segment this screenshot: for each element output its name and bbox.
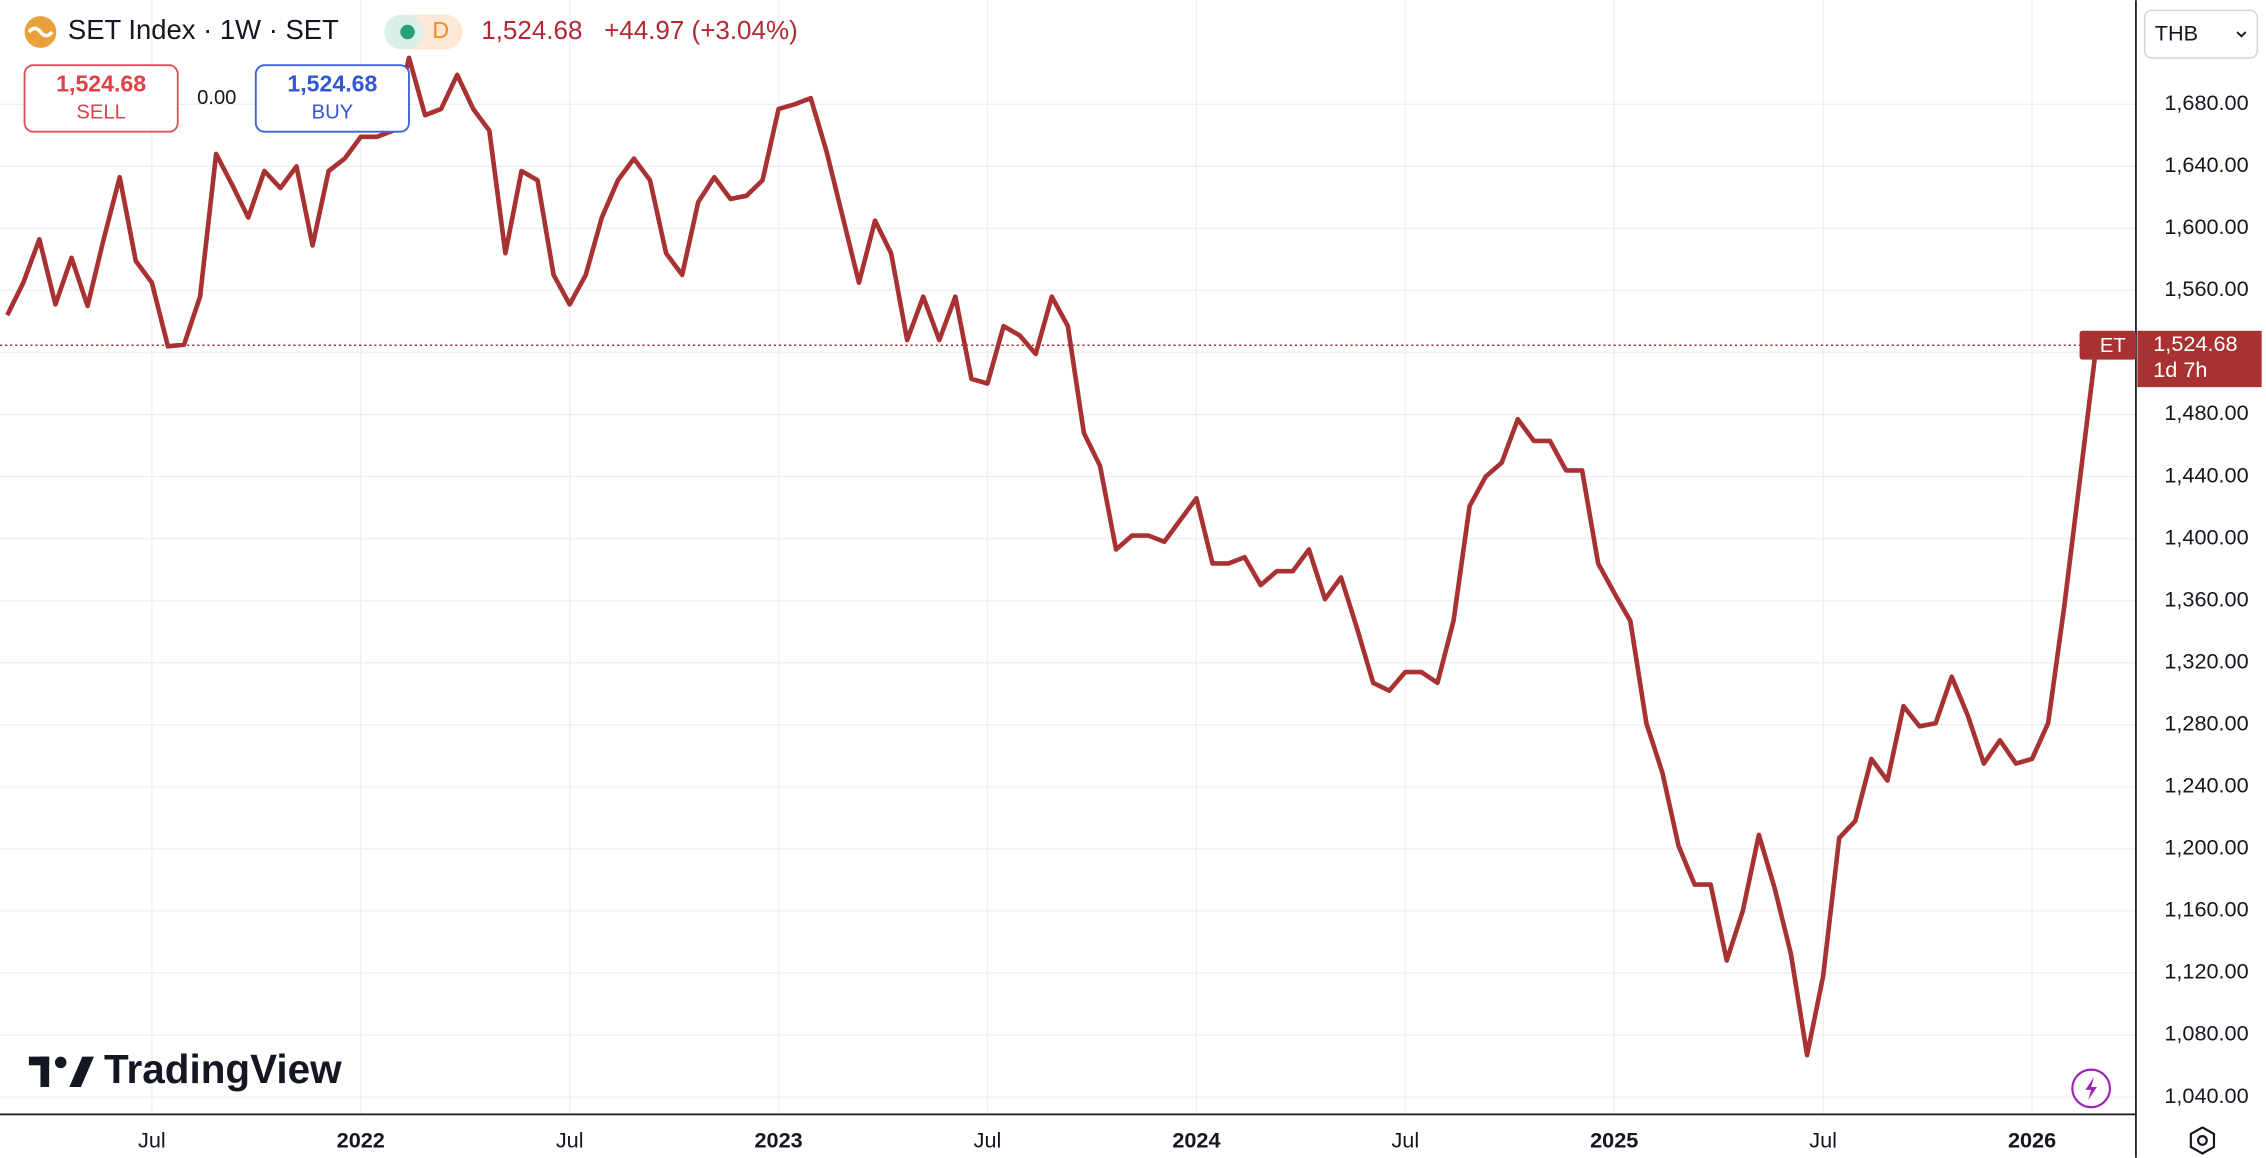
y-tick-label: 1,640.00 [2164, 152, 2248, 177]
header-change: +44.97 (+3.04%) [604, 15, 798, 45]
currency-select[interactable] [2143, 9, 2259, 59]
y-tick-label: 1,280.00 [2164, 710, 2248, 735]
y-tick-label: 1,040.00 [2164, 1083, 2248, 1108]
x-tick-label: 2026 [2008, 1128, 2056, 1153]
price-tag-price: 1,524.68 [2153, 331, 2237, 356]
logo-slash [69, 1056, 94, 1087]
x-tick-label: Jul [1809, 1128, 1837, 1153]
y-tick-label: 1,600.00 [2164, 214, 2248, 239]
x-tick-label: 2025 [1590, 1128, 1638, 1153]
price-line [5, 55, 2099, 1058]
y-tick-label: 1,320.00 [2164, 648, 2248, 673]
sell-label: SELL [76, 101, 125, 123]
logo-bar [28, 1056, 50, 1066]
x-tick-label: 2024 [1172, 1128, 1220, 1153]
x-tick-label: 2022 [337, 1128, 385, 1153]
buy-label: BUY [312, 101, 354, 123]
currency-label: THB [2155, 21, 2198, 46]
y-tick-label: 1,400.00 [2164, 524, 2248, 549]
brand-logo [28, 1056, 94, 1087]
x-tick-label: Jul [974, 1128, 1002, 1153]
alert-icon [2085, 1076, 2097, 1100]
logo-dot [54, 1056, 67, 1069]
price-tag-exchange-label: ET [2100, 335, 2126, 357]
x-tick-label: Jul [1391, 1128, 1419, 1153]
price-tag-countdown: 1d 7h [2153, 357, 2207, 382]
sell-button[interactable] [23, 64, 179, 133]
y-tick-label: 1,160.00 [2164, 897, 2248, 922]
buy-price: 1,524.68 [287, 71, 377, 97]
overlay: 1,040.00 1,080.00 1,120.00 1,160.00 1,200.00… [138, 90, 2262, 1153]
settings-icon[interactable] [2189, 1126, 2216, 1155]
y-tick-label: 1,680.00 [2164, 90, 2248, 115]
grid [0, 0, 2136, 1115]
settings-icon-center [2196, 1135, 2208, 1146]
market-status-dot [400, 24, 415, 40]
y-tick-label: 1,480.00 [2164, 400, 2248, 425]
x-tick-label: Jul [556, 1128, 584, 1153]
y-tick-label: 1,440.00 [2164, 462, 2248, 487]
sell-price: 1,524.68 [56, 71, 146, 97]
header-price: 1,524.68 [481, 15, 582, 45]
y-tick-label: 1,200.00 [2164, 835, 2248, 860]
y-tick-label: 1,080.00 [2164, 1021, 2248, 1046]
price-tag-exchange [2079, 330, 2136, 360]
x-tick-label: 2023 [754, 1128, 802, 1153]
buy-button[interactable] [254, 64, 410, 133]
logo-stem [40, 1056, 50, 1087]
y-tick-label: 1,240.00 [2164, 773, 2248, 798]
brand-name: TradingView [104, 1046, 342, 1092]
y-tick-label: 1,120.00 [2164, 959, 2248, 984]
y-tick-label: 1,560.00 [2164, 276, 2248, 301]
symbol-title: SET Index · 1W · SET [68, 14, 339, 45]
interval-badge: D [432, 17, 449, 43]
symbol-logo-mark [27, 26, 54, 38]
spread: 0.00 [197, 87, 236, 109]
plot [0, 55, 2099, 1058]
price-tag [2137, 330, 2262, 388]
currency-caret [2236, 31, 2247, 38]
x-tick-label: Jul [138, 1128, 166, 1153]
y-tick-label: 1,360.00 [2164, 586, 2248, 611]
